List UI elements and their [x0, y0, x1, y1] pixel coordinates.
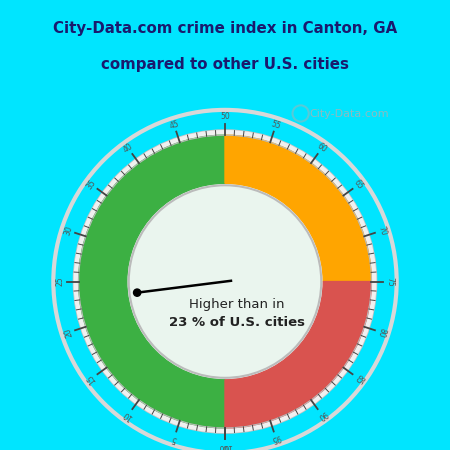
Circle shape	[129, 185, 321, 378]
Wedge shape	[225, 135, 371, 282]
Text: compared to other U.S. cities: compared to other U.S. cities	[101, 57, 349, 72]
Text: 10: 10	[122, 409, 135, 421]
Text: 80: 80	[376, 327, 387, 338]
Text: 95: 95	[270, 432, 282, 444]
Text: 65: 65	[352, 178, 365, 191]
Text: 5: 5	[171, 433, 178, 443]
Text: Higher than in: Higher than in	[189, 297, 285, 310]
Text: 25: 25	[56, 277, 65, 286]
Text: 40: 40	[122, 142, 135, 155]
Text: 75: 75	[385, 277, 394, 286]
Text: 30: 30	[63, 225, 74, 237]
Text: 20: 20	[63, 327, 74, 338]
Circle shape	[73, 130, 377, 433]
Text: 35: 35	[85, 178, 98, 191]
Text: City-Data.com: City-Data.com	[310, 109, 390, 119]
Text: 70: 70	[376, 225, 387, 237]
Text: 15: 15	[85, 372, 98, 385]
Text: 100: 100	[218, 442, 232, 450]
Text: 45: 45	[168, 119, 180, 130]
Circle shape	[134, 289, 141, 296]
Text: 90: 90	[315, 409, 328, 421]
Text: City-Data.com crime index in Canton, GA: City-Data.com crime index in Canton, GA	[53, 21, 397, 36]
Circle shape	[74, 131, 376, 432]
Text: 23 % of U.S. cities: 23 % of U.S. cities	[169, 315, 305, 328]
Wedge shape	[225, 282, 371, 428]
Text: 55: 55	[270, 119, 282, 130]
Text: 50: 50	[220, 112, 230, 121]
Text: 0: 0	[223, 442, 227, 450]
Text: 60: 60	[315, 142, 328, 155]
Text: 85: 85	[352, 372, 365, 385]
Wedge shape	[79, 135, 225, 428]
